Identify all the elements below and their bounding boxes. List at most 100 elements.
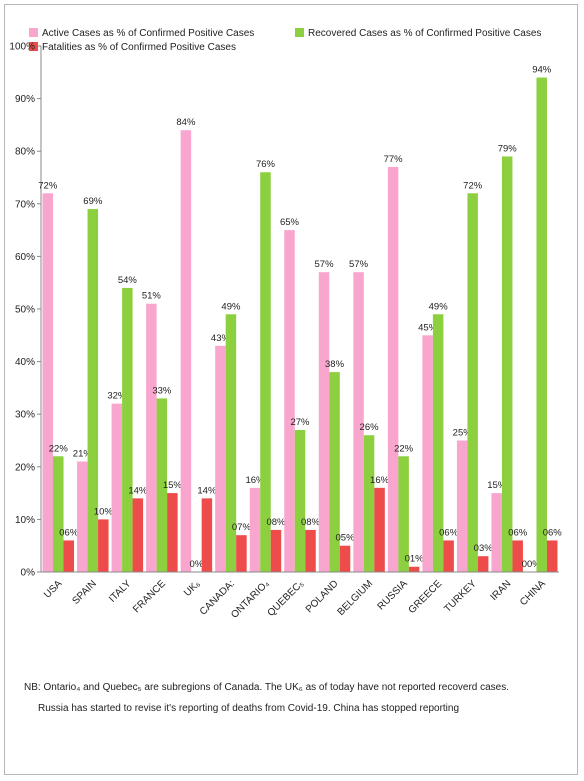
data-label: 32%	[107, 391, 127, 402]
bar	[339, 545, 351, 572]
bar	[270, 529, 282, 572]
bar	[467, 193, 478, 572]
bar	[443, 540, 454, 572]
y-tick-label: 40%	[15, 357, 35, 368]
x-tick-label: GREECE	[407, 578, 445, 616]
y-tick-label: 30%	[15, 410, 35, 421]
data-label: 01%	[405, 554, 425, 565]
bar	[63, 540, 75, 572]
bar	[491, 493, 502, 572]
legend: Active Cases as % of Confirmed Positive …	[29, 28, 541, 53]
bar	[98, 519, 109, 572]
bar	[305, 529, 316, 572]
data-label: 51%	[142, 291, 162, 302]
bar	[132, 498, 144, 572]
x-tick-label: ITALY	[107, 578, 134, 605]
data-label: 06%	[59, 527, 79, 538]
legend-label: Recovered Cases as % of Confirmed Positi…	[308, 28, 541, 39]
legend-swatch	[29, 42, 38, 51]
bar	[77, 461, 88, 572]
x-tick-label: RUSSIA	[376, 578, 410, 612]
data-label: 72%	[463, 180, 483, 191]
data-label: 84%	[176, 117, 196, 128]
x-tick-label: USA	[42, 578, 65, 601]
y-tick-label: 70%	[15, 199, 35, 210]
y-tick-label: 80%	[15, 147, 35, 158]
y-tick-label: 10%	[15, 515, 35, 526]
x-tick-label: CHINA	[518, 578, 548, 608]
x-tick-label: UK₆	[182, 578, 202, 598]
legend-label: Active Cases as % of Confirmed Positive …	[42, 28, 254, 39]
bar	[87, 209, 99, 572]
bar	[225, 314, 237, 572]
data-label: 49%	[221, 301, 241, 312]
data-label: 15%	[487, 480, 507, 491]
legend-swatch	[295, 28, 304, 37]
data-label: 72%	[38, 180, 58, 191]
y-tick-label: 60%	[15, 252, 35, 263]
data-label: 57%	[315, 259, 335, 270]
bar	[318, 272, 330, 572]
data-label: 33%	[152, 385, 172, 396]
bar	[477, 556, 489, 572]
data-label: 08%	[301, 517, 321, 528]
bars: 72% 22% 06% 21% 69% 10% 32% 54% 14% 51% 33% 15% 84% 0…	[38, 65, 562, 573]
y-axis: 0% 10% 20% 30% 40% 50% 60% 70% 80% 90% 100%	[9, 42, 42, 579]
bar	[249, 487, 261, 572]
bar	[284, 230, 295, 572]
bar	[363, 435, 375, 572]
data-label: 06%	[439, 527, 459, 538]
x-tick-label: TURKEY	[442, 578, 479, 615]
x-tick-label: BELGIUM	[336, 578, 376, 618]
bar	[408, 566, 420, 572]
bar	[536, 77, 547, 572]
data-label: 57%	[349, 259, 369, 270]
data-label: 43%	[211, 333, 231, 344]
bar	[260, 172, 271, 573]
data-label: 54%	[118, 275, 138, 286]
bar	[122, 287, 133, 572]
y-tick-label: 100%	[9, 42, 35, 53]
bar	[501, 156, 513, 572]
legend-label: Fatalities as % of Confirmed Positive Ca…	[42, 42, 236, 53]
footnote-line-2: Russia has started to revise it's report…	[38, 703, 460, 714]
y-tick-label: 90%	[15, 94, 35, 105]
bar	[398, 456, 409, 572]
x-tick-label: FRANCE	[131, 578, 168, 615]
bar	[546, 540, 558, 572]
data-label: 06%	[508, 527, 528, 538]
data-label: 14%	[128, 485, 148, 496]
data-label: 65%	[280, 217, 300, 228]
y-tick-label: 0%	[21, 568, 36, 579]
bar	[180, 130, 192, 572]
data-label: 27%	[290, 417, 310, 428]
data-label: 49%	[429, 301, 449, 312]
chart-frame	[4, 4, 578, 775]
bar	[236, 535, 247, 572]
bar	[432, 314, 444, 572]
bar	[294, 429, 306, 572]
data-label: 15%	[163, 480, 183, 491]
data-label: 76%	[256, 159, 276, 170]
bar	[146, 303, 157, 572]
data-label: 45%	[418, 322, 438, 333]
bar	[329, 372, 340, 572]
footnote-line-1: NB: Ontario₄ and Quebec₅ are subregions …	[24, 682, 510, 693]
bar	[53, 456, 64, 572]
legend-swatch	[29, 28, 38, 37]
data-label: 08%	[266, 517, 286, 528]
data-label: 16%	[370, 475, 390, 486]
x-tick-label: QUEBEC₅	[266, 578, 306, 618]
bar	[215, 345, 226, 572]
data-label: 22%	[49, 443, 69, 454]
data-label: 38%	[325, 359, 345, 370]
bar	[201, 498, 213, 572]
data-label: 00%	[522, 559, 542, 570]
bar	[42, 193, 54, 572]
bar	[167, 493, 178, 572]
bar	[111, 403, 123, 572]
data-label: 22%	[394, 443, 414, 454]
bar	[156, 398, 168, 572]
data-label: 25%	[453, 428, 473, 439]
